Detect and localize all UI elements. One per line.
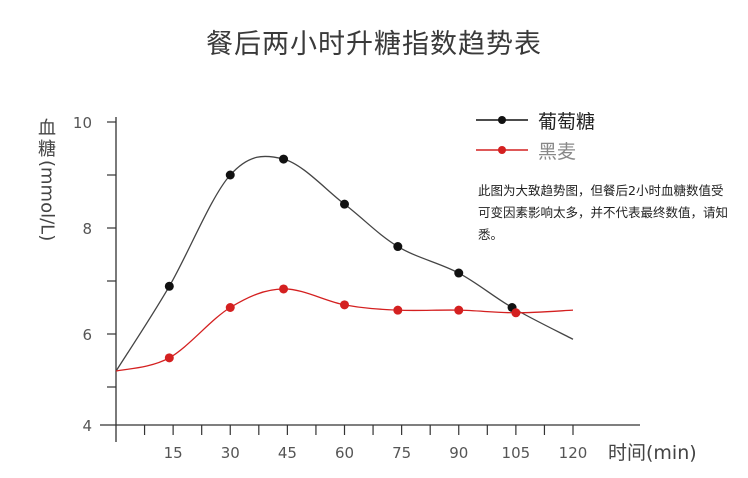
y-tick-label: 10 bbox=[73, 114, 92, 132]
legend-marker-rye-icon bbox=[476, 146, 528, 154]
x-tick-label: 120 bbox=[559, 444, 588, 462]
y-axis-label-unit: (mmol/L) bbox=[36, 160, 58, 242]
legend-label-glucose: 葡萄糖 bbox=[538, 110, 596, 133]
x-tick-label: 75 bbox=[392, 444, 411, 462]
legend-item-glucose: 葡萄糖 bbox=[476, 105, 595, 135]
axes: 4 6 8 10 15 30 45 60 75 90 105 120 bbox=[73, 114, 640, 462]
rye-point bbox=[164, 353, 174, 363]
glucose-point bbox=[393, 242, 403, 252]
y-tick-label: 6 bbox=[82, 326, 92, 344]
rye-point bbox=[393, 305, 403, 315]
legend-marker-glucose-icon bbox=[476, 116, 528, 124]
chart-note: 此图为大致趋势图，但餐后2小时血糖数值受可变因素影响太多，并不代表最终数值，请知… bbox=[478, 183, 729, 242]
x-tick-label: 45 bbox=[278, 444, 297, 462]
y-tick-label: 8 bbox=[82, 220, 92, 238]
y-axis-label: 血 糖 (mmol/L) bbox=[36, 118, 58, 246]
rye-point bbox=[454, 305, 464, 315]
glucose-point bbox=[279, 154, 289, 164]
glucose-point bbox=[454, 268, 464, 278]
legend-item-rye: 黑麦 bbox=[476, 135, 595, 165]
y-axis-label-char2: 糖 bbox=[38, 139, 56, 160]
y-tick-label: 4 bbox=[82, 417, 92, 435]
chart-title: 餐后两小时升糖指数趋势表 bbox=[206, 29, 542, 60]
legend-label-rye: 黑麦 bbox=[538, 140, 577, 163]
glucose-point bbox=[340, 199, 349, 209]
x-axis-label: 时间(min) bbox=[608, 442, 697, 464]
glucose-point bbox=[164, 281, 174, 291]
series-layer bbox=[115, 154, 574, 372]
x-tick-label: 105 bbox=[502, 444, 531, 462]
x-tick-label: 60 bbox=[335, 444, 354, 462]
y-axis-label-char1: 血 bbox=[38, 118, 56, 139]
rye-point bbox=[279, 284, 289, 294]
rye-point bbox=[340, 300, 349, 310]
x-tick-label: 15 bbox=[164, 444, 183, 462]
rye-point bbox=[225, 303, 235, 312]
rye-point bbox=[511, 308, 521, 318]
x-tick-label: 30 bbox=[221, 444, 240, 462]
legend: 葡萄糖 黑麦 bbox=[476, 105, 595, 165]
x-tick-label: 90 bbox=[449, 444, 468, 462]
glucose-line bbox=[115, 155, 574, 372]
glucose-point bbox=[225, 170, 235, 180]
